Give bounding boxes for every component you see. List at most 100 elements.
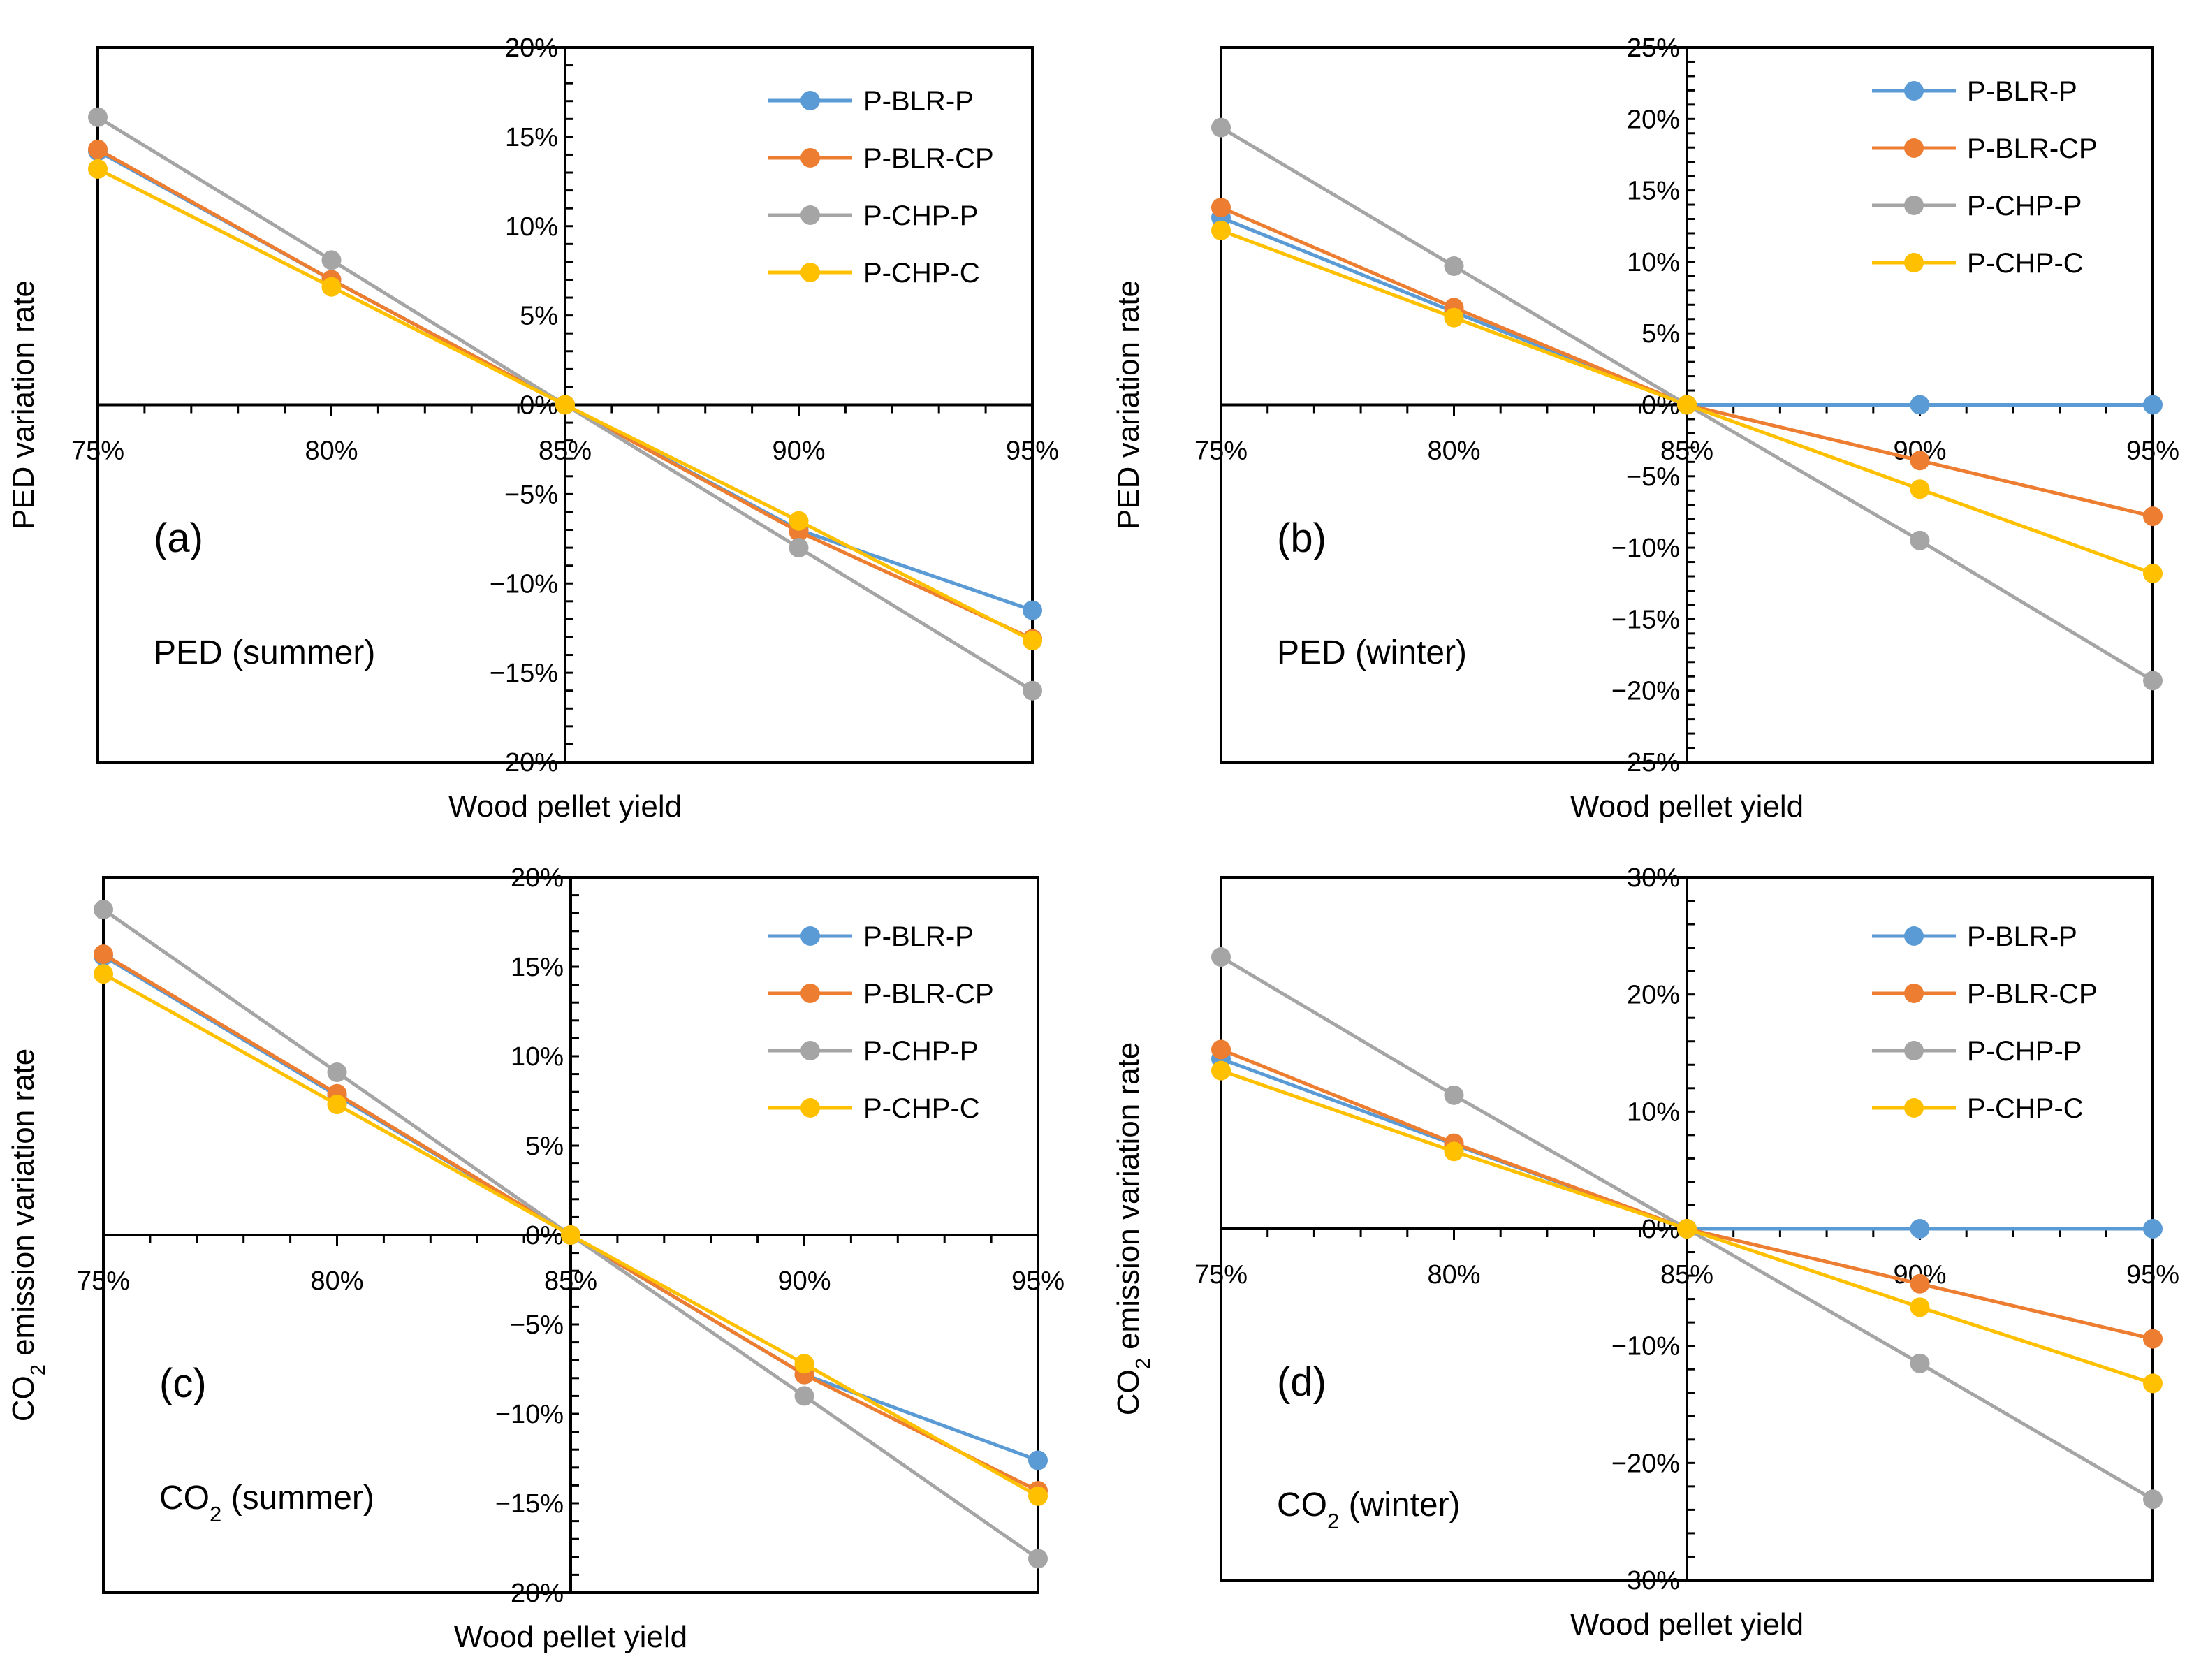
panel-label: (d) xyxy=(1277,1359,1326,1405)
data-point xyxy=(1910,479,1930,499)
legend-marker xyxy=(1904,1041,1924,1060)
data-point xyxy=(327,1062,347,1083)
data-point xyxy=(1028,1486,1048,1506)
x-tick-label: 95% xyxy=(1011,1266,1065,1296)
subscript-text: 2 xyxy=(27,1364,50,1375)
y-tick-label: −5% xyxy=(1626,462,1680,492)
data-point xyxy=(1028,1549,1048,1569)
data-point xyxy=(794,1354,814,1374)
legend-marker xyxy=(800,263,820,282)
legend-marker xyxy=(800,91,820,110)
text-part: (summer) xyxy=(221,1480,374,1517)
data-point xyxy=(1211,220,1231,240)
chart-panel-c: 20%15%10%5%0%−5%−10%−15%−20%75% 80% 85% 90%… xyxy=(6,863,1065,1654)
x-tick-label: 95% xyxy=(2126,437,2179,466)
data-point xyxy=(2143,1489,2163,1510)
legend-marker xyxy=(1904,138,1924,158)
data-point xyxy=(1910,1297,1930,1317)
legend-label: P-BLR-P xyxy=(863,86,974,117)
y-axis-title: PED variation rate xyxy=(6,280,41,529)
series-p-chp-c xyxy=(94,964,1048,1506)
data-point xyxy=(1444,1085,1464,1105)
series-p-chp-c xyxy=(1211,220,2163,583)
data-point xyxy=(88,139,108,159)
data-point xyxy=(2143,1219,2163,1239)
data-point xyxy=(1677,395,1697,415)
data-point xyxy=(321,250,342,270)
data-point xyxy=(2143,671,2163,691)
legend-label: P-BLR-P xyxy=(1967,921,2077,952)
y-tick-label: 20% xyxy=(1627,105,1680,134)
legend-marker xyxy=(1904,984,1924,1003)
x-tick-label: 75% xyxy=(77,1266,130,1296)
x-tick-label: 75% xyxy=(1194,437,1248,466)
y-axis-title: CO2 emission variation rate xyxy=(6,1049,50,1422)
y-tick-label: 15% xyxy=(505,123,558,152)
text-part: PED (winter) xyxy=(1277,634,1467,671)
y-tick-label: 10% xyxy=(505,212,558,242)
panel-annotation: CO2 (summer) xyxy=(159,1480,374,1526)
y-axis-title: PED variation rate xyxy=(1111,280,1146,529)
legend-marker xyxy=(1904,81,1924,101)
y-tick-label: −15% xyxy=(495,1489,564,1519)
y-tick-label: 25% xyxy=(1627,34,1680,63)
y-tick-label: −20% xyxy=(490,748,558,777)
data-point xyxy=(88,107,108,127)
y-tick-label: −25% xyxy=(1611,748,1680,777)
data-point xyxy=(789,538,809,558)
data-point xyxy=(1211,198,1231,218)
x-axis-title: Wood pellet yield xyxy=(1570,789,1804,824)
text-part: emission variation rate xyxy=(6,1049,41,1364)
legend-marker xyxy=(800,926,820,946)
legend-label: P-CHP-P xyxy=(1967,1036,2082,1067)
x-axis-title: Wood pellet yield xyxy=(1570,1607,1804,1642)
data-point xyxy=(88,159,108,179)
y-axis-title: CO2 emission variation rate xyxy=(1111,1042,1155,1416)
data-point xyxy=(94,944,113,965)
chart-panel-a: 20%15%10%5%0%−5%−10%−15%−20%75% 80% 85% 90%… xyxy=(6,34,1059,824)
data-point xyxy=(1211,1039,1231,1060)
x-tick-label: 75% xyxy=(71,437,124,466)
y-tick-label: −5% xyxy=(510,1310,564,1340)
legend-label: P-CHP-C xyxy=(1967,248,2084,279)
y-tick-label: 15% xyxy=(1627,177,1680,206)
panel-label: (c) xyxy=(159,1361,207,1406)
text-part: PED variation rate xyxy=(6,280,41,529)
legend-label: P-CHP-P xyxy=(863,1036,978,1067)
y-tick-label: 30% xyxy=(1627,863,1680,893)
legend-marker xyxy=(800,984,820,1003)
panel-annotation: CO2 (winter) xyxy=(1277,1487,1461,1533)
x-tick-label: 90% xyxy=(772,437,825,466)
data-point xyxy=(794,1386,814,1406)
x-tick-label: 80% xyxy=(1427,437,1480,466)
chart-panel-b: 25%20%15%10%5%0%−5%−10%−15%−20%−25%75% 80… xyxy=(1111,34,2179,824)
y-tick-label: −15% xyxy=(490,659,558,688)
subscript-text: 2 xyxy=(1132,1358,1155,1369)
y-tick-label: −5% xyxy=(504,480,558,509)
data-point xyxy=(1023,600,1042,620)
legend-label: P-BLR-CP xyxy=(1967,979,2098,1009)
legend-label: P-CHP-P xyxy=(1967,191,2082,221)
data-point xyxy=(1444,307,1464,328)
x-tick-label: 80% xyxy=(310,1266,363,1296)
legend-label: P-BLR-P xyxy=(863,921,974,952)
legend-label: P-CHP-C xyxy=(863,1093,980,1124)
legend-marker xyxy=(1904,926,1924,946)
y-tick-label: 15% xyxy=(511,953,564,982)
x-tick-label: 95% xyxy=(1006,437,1059,466)
legend: P-BLR-P P-BLR-CP P-CHP-P P-CHP-C xyxy=(768,86,994,288)
data-point xyxy=(1211,947,1231,967)
legend-marker xyxy=(1904,1098,1924,1118)
legend-marker xyxy=(800,148,820,168)
y-tick-label: −10% xyxy=(490,569,558,599)
x-tick-label: 75% xyxy=(1194,1260,1248,1290)
y-tick-label: 20% xyxy=(505,34,558,63)
x-tick-label: 85% xyxy=(1660,1260,1713,1290)
legend-marker xyxy=(800,205,820,225)
x-tick-label: 85% xyxy=(539,437,592,466)
x-tick-label: 85% xyxy=(1660,437,1713,466)
legend-marker xyxy=(1904,196,1924,215)
panel-label: (a) xyxy=(154,516,203,561)
y-tick-label: −20% xyxy=(495,1579,564,1608)
data-point xyxy=(1444,256,1464,277)
